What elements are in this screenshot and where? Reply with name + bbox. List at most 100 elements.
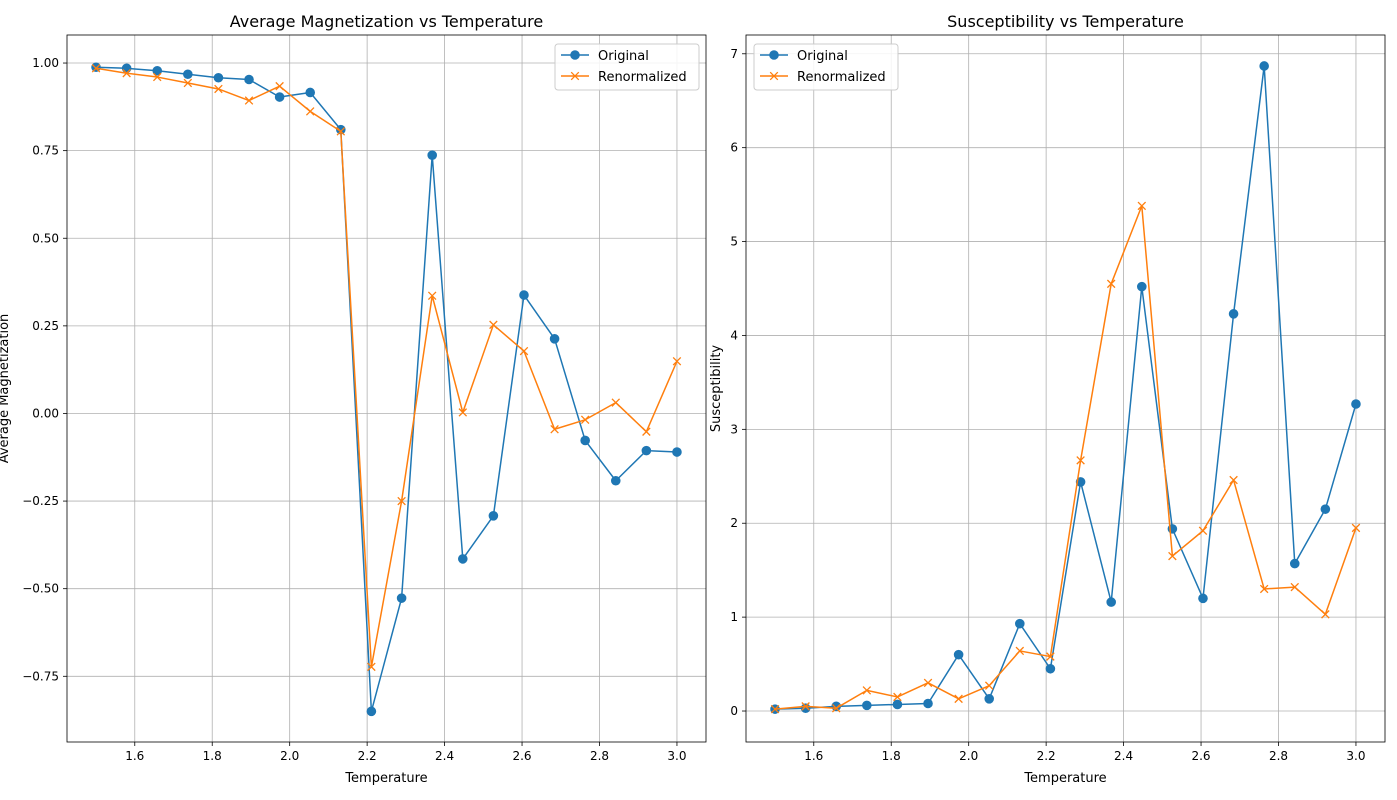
data-point-original (274, 92, 285, 102)
y-tick-label: −0.50 (22, 582, 59, 596)
x-tick-label: 2.4 (435, 749, 454, 763)
data-point-original (672, 447, 682, 457)
data-point-renormalized (862, 686, 872, 695)
legend-label-original: Original (598, 49, 649, 64)
data-point-renormalized (1076, 456, 1085, 465)
data-point-original (427, 150, 437, 160)
x-tick-label: 2.4 (1114, 749, 1133, 763)
data-point-renormalized (305, 107, 315, 116)
data-point-original (396, 593, 407, 603)
chart-title: Average Magnetization vs Temperature (230, 12, 543, 31)
axes-frame (745, 34, 1386, 743)
data-point-renormalized (122, 68, 131, 78)
data-point-original (1106, 597, 1116, 607)
data-point-renormalized (1046, 652, 1055, 661)
data-point-renormalized (397, 496, 406, 506)
data-point-original (892, 699, 903, 710)
data-point-renormalized (893, 692, 902, 702)
legend: Original Renormalized (753, 43, 899, 91)
data-point-original (1136, 281, 1147, 292)
y-tick-label: 0.50 (32, 231, 59, 245)
x-tick-label: 3.0 (667, 749, 686, 763)
data-point-original (1075, 477, 1086, 487)
axes-frame (66, 34, 707, 743)
data-point-original (244, 74, 254, 85)
data-point-original (1259, 61, 1269, 71)
data-point-original (953, 649, 964, 660)
data-point-original (488, 510, 499, 521)
x-tick-label: 2.8 (590, 749, 609, 763)
data-point-original (1198, 593, 1208, 604)
data-point-renormalized (489, 320, 498, 330)
y-tick-label: 0.75 (32, 144, 59, 158)
data-point-original (580, 435, 590, 446)
x-tick-label: 1.8 (882, 749, 901, 763)
data-point-renormalized (1321, 610, 1330, 619)
x-axis-label: Temperature (344, 771, 427, 786)
legend-box (753, 43, 899, 91)
data-point-original (610, 475, 621, 486)
data-point-renormalized (183, 78, 193, 88)
series-renormalized (91, 64, 682, 672)
y-tick-label: 6 (730, 141, 738, 155)
data-point-renormalized (642, 427, 651, 436)
data-point-renormalized (831, 703, 841, 713)
series-line-original (96, 66, 677, 713)
data-point-renormalized (1229, 475, 1238, 485)
y-tick-label: 4 (730, 328, 738, 342)
x-tick-label: 2.6 (512, 749, 531, 763)
x-tick-label: 3.0 (1346, 749, 1365, 763)
series-line-original (775, 65, 1357, 710)
data-point-original (1045, 663, 1056, 674)
y-tick-label: 7 (730, 47, 738, 61)
plot-area (746, 35, 1385, 742)
y-axis-label: Susceptibility (709, 345, 724, 433)
data-point-renormalized (1259, 584, 1269, 594)
data-point-renormalized (923, 678, 933, 688)
plot-area (67, 35, 706, 742)
data-point-renormalized (1168, 551, 1177, 561)
data-point-original (366, 706, 377, 717)
data-point-original (984, 694, 995, 704)
data-point-renormalized (244, 96, 254, 105)
data-point-renormalized (550, 424, 559, 434)
legend-box (554, 43, 700, 91)
data-point-renormalized (214, 84, 223, 94)
data-point-original (862, 700, 872, 711)
data-point-original (1351, 399, 1361, 409)
legend-label-renormalized: Renormalized (797, 70, 886, 85)
y-tick-label: 0.25 (32, 319, 59, 333)
data-point-original (213, 72, 224, 83)
data-point-original (121, 63, 132, 74)
data-point-renormalized (1198, 526, 1208, 536)
x-tick-label: 2.8 (1269, 749, 1288, 763)
data-point-renormalized (1290, 582, 1300, 592)
y-tick-label: 1.00 (32, 56, 59, 70)
series-line-renormalized (774, 205, 1357, 710)
y-tick-label: −0.75 (22, 669, 59, 683)
x-tick-label: 1.8 (203, 749, 222, 763)
legend-label-original: Original (797, 49, 848, 64)
data-point-renormalized (152, 72, 162, 82)
data-point-renormalized (672, 356, 682, 366)
chart-title: Susceptibility vs Temperature (947, 12, 1184, 31)
data-point-original (549, 334, 560, 344)
data-point-original (457, 554, 468, 564)
data-point-original (1015, 618, 1025, 629)
data-point-renormalized (1137, 201, 1147, 211)
y-tick-label: 0 (730, 704, 738, 718)
x-tick-label: 2.0 (280, 749, 299, 763)
data-point-original (1320, 504, 1331, 514)
y-tick-label: 5 (730, 235, 738, 249)
x-tick-label: 1.6 (804, 749, 823, 763)
data-point-renormalized (91, 64, 101, 73)
data-point-renormalized (611, 398, 621, 407)
chart-panel-1: 1.6 1.8 2.0 2.2 2.4 2.6 2.8 3.0 −0.75 −0.50 −0.25 0… (0, 12, 707, 786)
data-point-renormalized (1015, 646, 1025, 656)
y-axis-label: Average Magnetization (0, 314, 12, 464)
data-point-original (800, 703, 811, 713)
data-point-renormalized (336, 127, 346, 136)
y-tick-label: 3 (730, 422, 738, 436)
chart-panel-2: 1.6 1.8 2.0 2.2 2.4 2.6 2.8 3.0 0 1 2 3 4 5 6 7 Suscepti… (709, 12, 1386, 786)
